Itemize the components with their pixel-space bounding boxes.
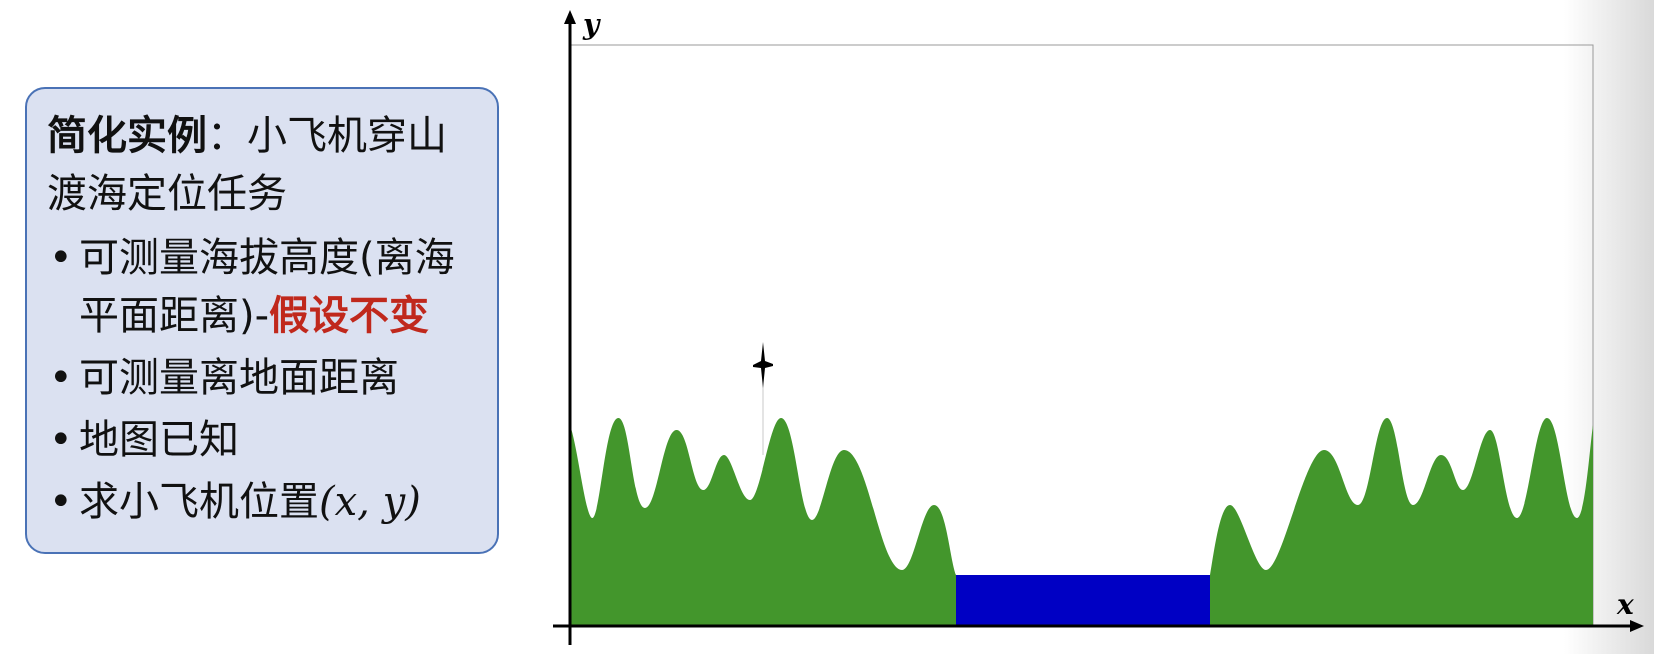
bullet-text-find-position: 求小飞机位置 (79, 479, 319, 525)
intro-title: 简化实例 (47, 113, 207, 159)
x-axis-arrowhead (1630, 620, 1644, 632)
bullet-math-xy: (x, y) (319, 479, 421, 525)
bullet-list: • 可测量海拔高度(离海平面距离)-假设不变 • 可测量离地面距离 • 地图已知… (47, 229, 479, 531)
bullet-item-map-known: • 地图已知 (47, 411, 479, 469)
y-axis-arrowhead (564, 10, 576, 24)
airplane-icon (753, 342, 773, 455)
intro-text: ：小飞机穿山渡海定位任务 (47, 113, 447, 217)
intro-paragraph: 简化实例：小飞机穿山渡海定位任务 (47, 107, 479, 223)
left-mountains (570, 417, 956, 625)
bullet-item-ground-distance: • 可测量离地面距离 (47, 349, 479, 407)
bullet-dot: • (49, 355, 73, 401)
bullet-dot: • (49, 235, 73, 281)
bullet-highlight-assume: 假设不变 (269, 293, 430, 339)
description-panel: 简化实例：小飞机穿山渡海定位任务 • 可测量海拔高度(离海平面距离)-假设不变 … (25, 87, 499, 554)
bullet-dot: • (49, 479, 73, 525)
right-mountains (1210, 418, 1593, 625)
sea (956, 575, 1210, 625)
y-axis-label: y (582, 8, 601, 41)
x-axis-label: x (1616, 588, 1634, 621)
bullet-item-altitude: • 可测量海拔高度(离海平面距离)-假设不变 (47, 229, 479, 345)
bullet-text-map-known: 地图已知 (79, 417, 239, 463)
bullet-text-altitude: 可测量海拔高度(离海平面距离)- (79, 235, 455, 339)
bullet-dot: • (49, 417, 73, 463)
bullet-item-find-position: • 求小飞机位置(x, y) (47, 473, 479, 531)
airplane-shape (753, 342, 773, 388)
bullet-text-ground-distance: 可测量离地面距离 (79, 355, 399, 401)
